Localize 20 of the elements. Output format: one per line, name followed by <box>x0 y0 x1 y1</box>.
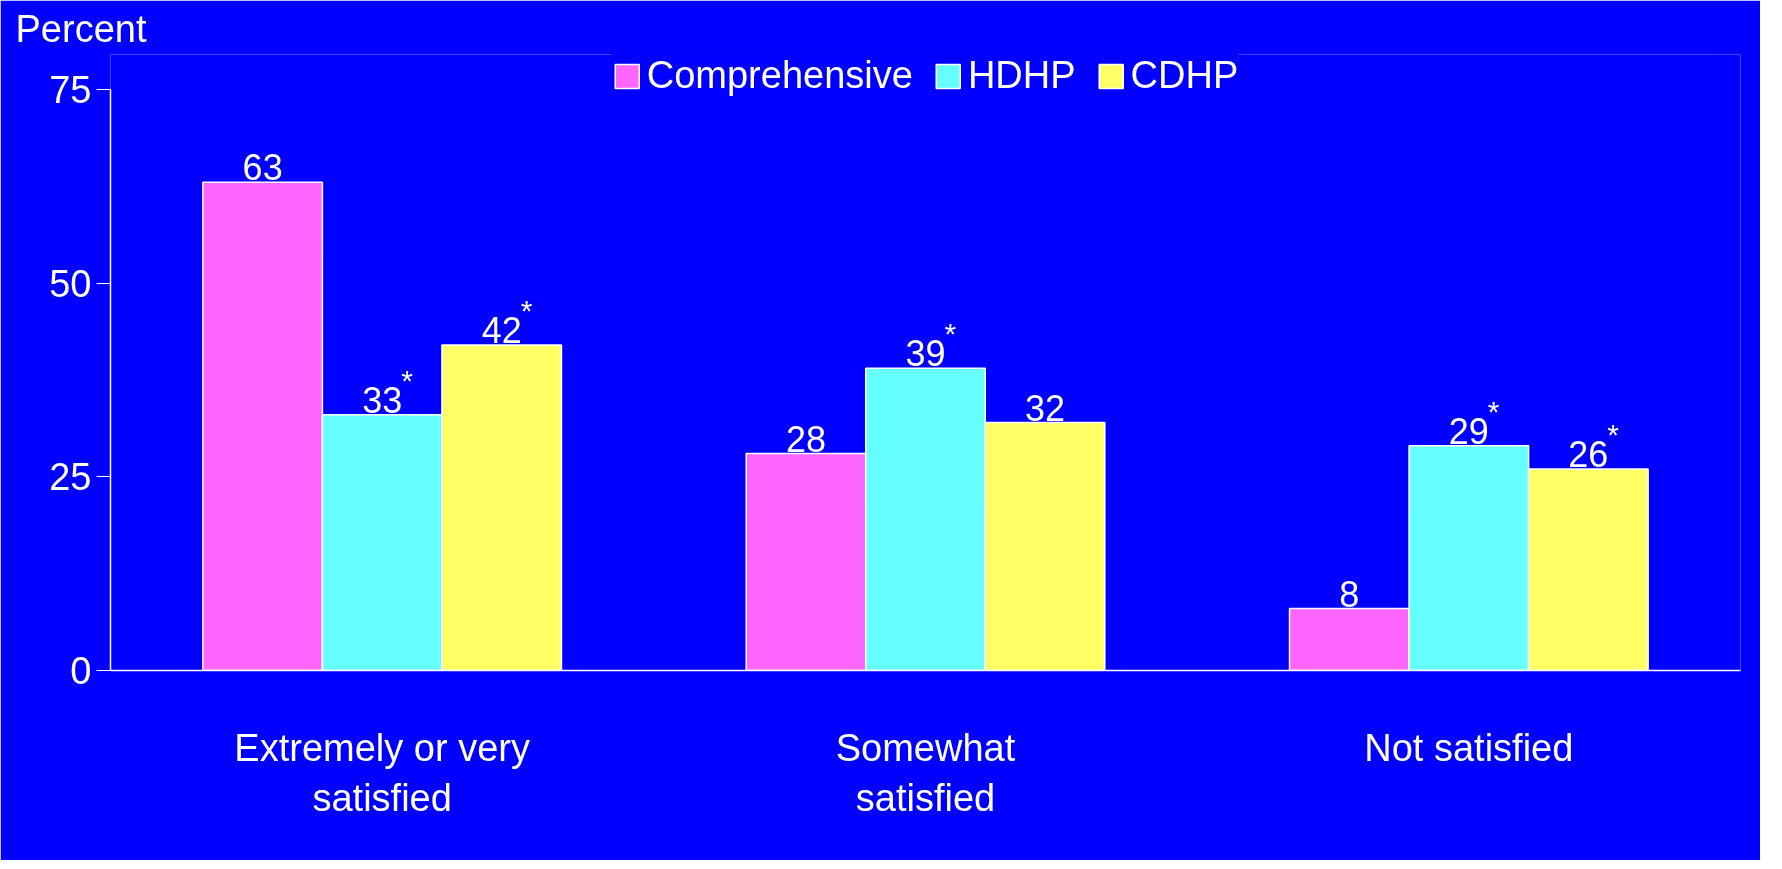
y-tick-label: 75 <box>49 68 92 111</box>
data-label: 32 <box>1025 387 1066 429</box>
legend-label: HDHP <box>967 54 1076 97</box>
data-label: 63 <box>242 147 283 189</box>
y-tick-label: 25 <box>49 456 92 499</box>
x-tick-label: Not satisfied <box>1364 726 1574 769</box>
x-tick-label: Extremely or very satisfied <box>234 726 530 819</box>
y-tick-label: 50 <box>49 262 92 305</box>
data-label: 28 <box>785 418 826 460</box>
data-label: 29* <box>1448 394 1500 452</box>
data-label: 33* <box>362 363 414 421</box>
data-label: 8 <box>1339 573 1360 615</box>
legend-label: Comprehensive <box>646 54 913 97</box>
y-tick-label: 0 <box>70 650 92 692</box>
legend-label: CDHP <box>1130 54 1239 97</box>
x-tick-label: Somewhat satisfied <box>835 726 1016 819</box>
y-axis-title: Percent <box>15 7 147 50</box>
data-label: 39* <box>905 317 957 375</box>
data-label: 42* <box>481 294 533 352</box>
data-label: 26* <box>1568 418 1620 476</box>
